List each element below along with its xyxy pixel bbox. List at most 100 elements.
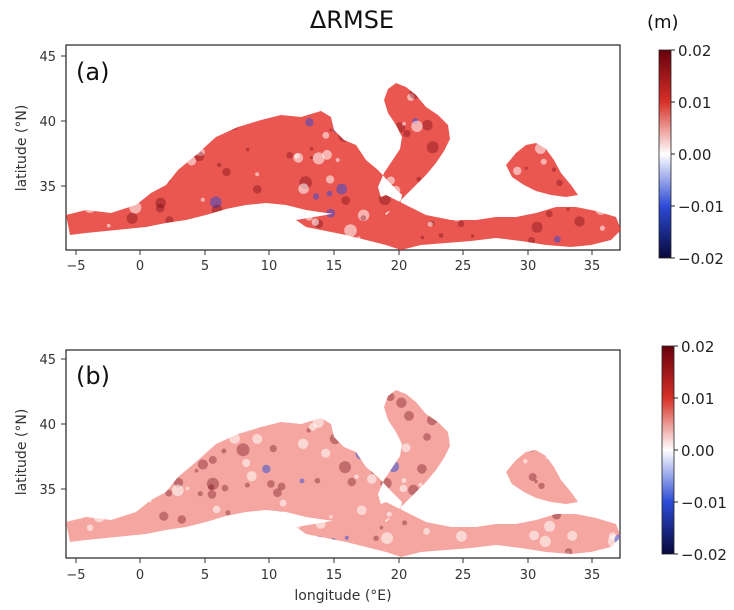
field-speckle bbox=[194, 468, 199, 473]
field-speckle bbox=[221, 484, 229, 492]
field-speckle bbox=[208, 484, 215, 491]
panel-a-xtick: 20 bbox=[391, 259, 408, 274]
field-speckle bbox=[396, 397, 407, 408]
field-speckle bbox=[312, 152, 325, 165]
colorbar-b-tick: −0.01 bbox=[681, 494, 727, 512]
field-speckle bbox=[253, 185, 262, 194]
field-speckle bbox=[286, 152, 293, 159]
field-speckle bbox=[197, 459, 208, 470]
field-speckle bbox=[422, 119, 433, 131]
field-speckle bbox=[336, 183, 348, 195]
field-speckle bbox=[551, 167, 557, 172]
field-speckle bbox=[416, 176, 422, 182]
panel-b-xtick: 20 bbox=[391, 568, 408, 583]
field-speckle bbox=[172, 484, 184, 497]
panel-a-ytick: 45 bbox=[39, 50, 56, 65]
panel-a-colorbar: 0.02 0.01 0.00 −0.01 −0.02 bbox=[658, 42, 724, 268]
field-speckle bbox=[420, 235, 425, 240]
colorbar-a-tick: −0.02 bbox=[678, 250, 724, 268]
field-speckle bbox=[329, 515, 333, 519]
field-speckle bbox=[207, 490, 217, 499]
panel-a-ytick: 35 bbox=[39, 180, 56, 195]
field-speckle bbox=[513, 166, 522, 176]
field-speckle bbox=[528, 473, 537, 482]
field-speckle bbox=[200, 197, 205, 202]
field-speckle bbox=[305, 118, 314, 127]
panel-b-xaxis: −5 0 5 10 15 20 25 30 35 longitude (°E) bbox=[66, 558, 600, 604]
panel-b-xtick: 5 bbox=[201, 568, 209, 583]
panel-b-ylabel: latitude (°N) bbox=[14, 409, 30, 496]
field-speckle bbox=[344, 224, 357, 237]
colorbar-b-tick: 0.02 bbox=[681, 338, 714, 356]
field-speckle bbox=[401, 443, 411, 453]
field-speckle bbox=[185, 486, 190, 491]
field-speckle bbox=[539, 535, 551, 547]
field-speckle bbox=[566, 207, 570, 211]
field-speckle bbox=[322, 132, 330, 139]
field-speckle bbox=[357, 209, 370, 221]
field-speckle bbox=[106, 223, 111, 228]
field-speckle bbox=[426, 141, 439, 154]
colorbar-unit: (m) bbox=[647, 12, 679, 33]
field-speckle bbox=[326, 190, 333, 197]
field-speckle bbox=[407, 93, 415, 101]
field-speckle bbox=[326, 175, 335, 184]
field-speckle bbox=[322, 149, 332, 160]
field-speckle bbox=[411, 120, 423, 132]
panel-b-xtick: 35 bbox=[584, 568, 601, 583]
field-speckle bbox=[314, 477, 321, 484]
field-speckle bbox=[418, 482, 423, 487]
field-speckle bbox=[236, 443, 250, 457]
field-speckle bbox=[403, 129, 411, 138]
field-speckle bbox=[297, 438, 309, 449]
colorbar-b-tick: 0.01 bbox=[681, 390, 714, 408]
field-speckle bbox=[544, 520, 556, 532]
field-speckle bbox=[255, 172, 260, 177]
field-speckle bbox=[311, 218, 319, 226]
field-speckle bbox=[335, 157, 340, 163]
field-speckle bbox=[245, 147, 250, 152]
field-speckle bbox=[299, 478, 305, 484]
field-speckle bbox=[538, 482, 545, 489]
field-speckle bbox=[457, 220, 465, 228]
field-speckle bbox=[155, 197, 166, 209]
panel-b-xlabel: longitude (°E) bbox=[294, 588, 391, 604]
field-speckle bbox=[404, 411, 414, 421]
field-speckle bbox=[347, 477, 356, 487]
panel-b-ytick: 45 bbox=[39, 353, 56, 368]
field-speckle bbox=[381, 532, 393, 544]
field-speckle bbox=[244, 482, 250, 488]
field-speckle bbox=[222, 167, 231, 177]
field-speckle bbox=[529, 530, 539, 541]
panel-a-xtick: 35 bbox=[584, 259, 601, 274]
field-speckle bbox=[574, 216, 585, 227]
field-speckle bbox=[277, 482, 286, 491]
field-speckle bbox=[540, 158, 547, 165]
field-speckle bbox=[326, 208, 336, 218]
panel-a-xtick: 25 bbox=[455, 259, 472, 274]
field-speckle bbox=[210, 196, 222, 208]
field-speckle bbox=[553, 235, 561, 243]
colorbar-a-tick: 0.01 bbox=[678, 94, 711, 112]
field-speckle bbox=[456, 530, 467, 542]
field-speckle bbox=[531, 221, 543, 233]
panel-a: (a) −5 0 5 10 15 20 25 30 35 4 bbox=[14, 42, 724, 274]
panel-b-xtick: 25 bbox=[455, 568, 472, 583]
field-speckle bbox=[399, 484, 407, 493]
field-speckle bbox=[423, 433, 431, 441]
field-speckle bbox=[269, 445, 277, 453]
field-speckle bbox=[608, 532, 617, 540]
panel-b-ytick: 40 bbox=[39, 418, 56, 433]
field-speckle bbox=[401, 478, 407, 483]
field-speckle bbox=[545, 210, 553, 218]
field-speckle bbox=[212, 505, 221, 514]
panel-a-xtick: 5 bbox=[201, 259, 209, 274]
field-speckle bbox=[309, 146, 314, 151]
panel-a-ytick: 40 bbox=[39, 115, 56, 130]
field-speckle bbox=[367, 474, 377, 484]
field-speckle bbox=[312, 193, 320, 200]
field-speckle bbox=[206, 477, 219, 490]
field-speckle bbox=[273, 488, 282, 497]
field-speckle bbox=[279, 499, 287, 507]
